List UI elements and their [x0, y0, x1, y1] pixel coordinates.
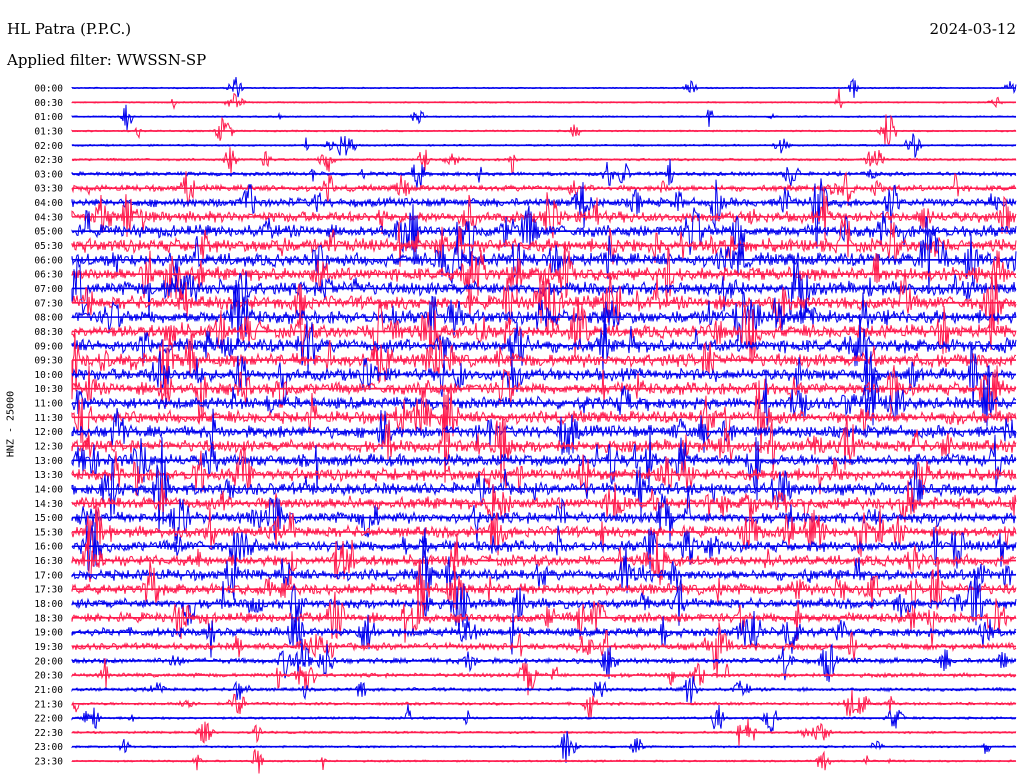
trace-time-label: 07:30 — [34, 298, 63, 309]
trace-time-label: 07:00 — [34, 284, 63, 295]
trace-time-label: 23:00 — [34, 742, 63, 753]
trace-time-label: 14:00 — [34, 484, 63, 495]
station-title: HL Patra (P.P.C.) — [7, 20, 132, 38]
trace-time-label: 06:30 — [34, 270, 63, 281]
trace-time-label: 13:30 — [34, 470, 63, 481]
trace-time-label: 14:30 — [34, 499, 63, 510]
trace-time-label: 18:00 — [34, 599, 63, 610]
seismic-trace — [71, 88, 1017, 110]
tick-label-group: 00:00 00:30 01:00 01:30 02:00 02:30 03:00 03:30… — [34, 84, 63, 768]
trace-time-label: 22:30 — [34, 728, 63, 739]
seismic-trace — [71, 104, 1017, 131]
trace-time-label: 00:30 — [34, 98, 63, 109]
trace-group — [71, 76, 1017, 774]
trace-time-label: 23:30 — [34, 757, 63, 768]
trace-time-label: 00:00 — [34, 84, 63, 95]
trace-time-label: 08:00 — [34, 313, 63, 324]
trace-time-label: 05:00 — [34, 227, 63, 238]
trace-time-label: 17:30 — [34, 585, 63, 596]
trace-time-label: 13:00 — [34, 456, 63, 467]
seismic-trace — [71, 365, 1017, 423]
trace-time-label: 11:00 — [34, 399, 63, 410]
trace-time-label: 18:30 — [34, 613, 63, 624]
seismic-trace — [71, 147, 1017, 176]
seismic-trace — [71, 114, 1017, 146]
trace-time-label: 03:00 — [34, 169, 63, 180]
trace-time-label: 16:00 — [34, 542, 63, 553]
seismic-trace — [71, 216, 1017, 294]
trace-time-label: 16:30 — [34, 556, 63, 567]
trace-time-label: 19:00 — [34, 628, 63, 639]
trace-time-label: 20:00 — [34, 656, 63, 667]
seismic-trace — [71, 218, 1017, 267]
seismic-trace — [71, 437, 1017, 534]
trace-time-label: 21:00 — [34, 685, 63, 696]
trace-time-label: 21:30 — [34, 699, 63, 710]
seismic-trace — [71, 269, 1017, 335]
trace-time-label: 22:00 — [34, 714, 63, 725]
filter-label: Applied filter: WWSSN-SP — [7, 51, 207, 69]
seismic-trace — [71, 591, 1017, 647]
trace-time-label: 15:30 — [34, 527, 63, 538]
trace-time-label: 01:30 — [34, 126, 63, 137]
seismic-trace — [71, 204, 1017, 265]
trace-time-label: 19:30 — [34, 642, 63, 653]
trace-time-label: 09:30 — [34, 356, 63, 367]
trace-time-label: 04:00 — [34, 198, 63, 209]
seismic-trace — [71, 477, 1017, 535]
trace-time-label: 12:30 — [34, 442, 63, 453]
date-label: 2024-03-12 — [929, 20, 1016, 38]
seismic-trace — [71, 313, 1017, 375]
seismic-trace — [71, 413, 1017, 485]
trace-time-label: 11:30 — [34, 413, 63, 424]
trace-time-label: 04:30 — [34, 212, 63, 223]
seismic-trace — [71, 189, 1017, 240]
trace-time-label: 17:00 — [34, 570, 63, 581]
trace-time-label: 02:30 — [34, 155, 63, 166]
trace-time-label: 20:30 — [34, 671, 63, 682]
trace-time-label: 06:00 — [34, 255, 63, 266]
trace-time-label: 01:00 — [34, 112, 63, 123]
trace-time-label: 03:30 — [34, 184, 63, 195]
seismic-trace — [71, 487, 1017, 544]
trace-time-label: 10:00 — [34, 370, 63, 381]
trace-time-label: 08:30 — [34, 327, 63, 338]
trace-time-label: 09:00 — [34, 341, 63, 352]
trace-time-label: 10:30 — [34, 384, 63, 395]
trace-time-label: 15:00 — [34, 513, 63, 524]
seismic-trace — [71, 332, 1017, 400]
trace-time-label: 02:00 — [34, 141, 63, 152]
trace-time-label: 12:00 — [34, 427, 63, 438]
trace-time-label: 05:30 — [34, 241, 63, 252]
